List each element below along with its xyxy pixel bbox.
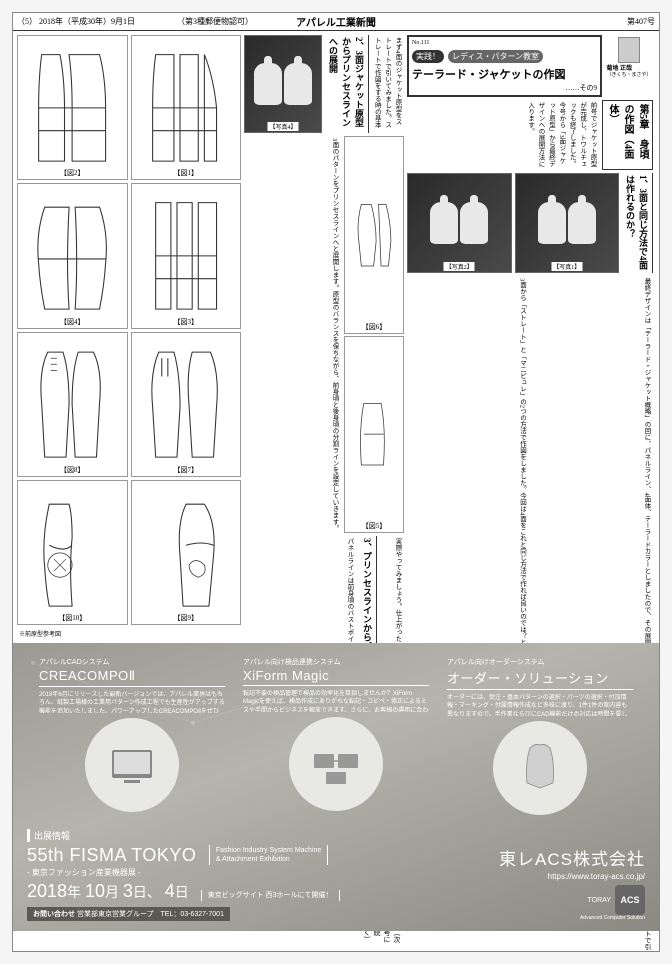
ad-bottom-row: 出展情報 55th FISMA TOKYO Fashion Industry S… — [27, 829, 645, 921]
company-info: 東レACS株式会社 https://www.toray-acs.co.jp/ T… — [499, 845, 645, 921]
bracket-line1: Fashion Industry System Machine — [216, 846, 321, 855]
day1-suffix: 日、 — [133, 884, 161, 900]
photo-label: 【写真4】 — [267, 122, 298, 131]
fig-label: 【図6】 — [362, 322, 387, 332]
date: 2018年（平成30年）9月1日 — [39, 17, 135, 26]
product-name: オーダー・ソリューション — [447, 668, 633, 690]
intro-row: 前号でジャケット原型が完成し、トワルチェックも終了しました。今号から「3面ジャケ… — [407, 100, 653, 170]
year-suffix: 年 — [67, 884, 81, 900]
logo-subtitle: Advanced Computer Solution — [499, 915, 645, 921]
author-photo — [618, 37, 640, 63]
section-1-header: 1、3面と同じ方法で4面は作れるのか？ — [622, 173, 653, 273]
pattern-grid: 【図2】 【図1】 【図4】 【図3】 【図8】 — [17, 35, 241, 625]
reference-note: ※前原型参考図 — [17, 628, 241, 639]
pattern-fig4: 【図4】 — [17, 183, 128, 328]
product-3: アパレル向けオーダーシステム オーダー・ソリューション オーダーには、受注・基本… — [447, 657, 633, 815]
page-number: （5） — [17, 17, 37, 26]
day2-suffix: 日 — [175, 884, 189, 900]
pattern-fig6: 【図6】 — [344, 136, 404, 334]
body-text: 前号でジャケット原型が完成し、トワルチェックも終了しました。今号から「3面ジャケ… — [407, 100, 599, 170]
contact-info: 営業部東京営業グループ TEL：03-6327-7001 — [77, 911, 224, 918]
fig-label: 【図2】 — [60, 168, 85, 178]
event-label: 出展情報 — [27, 829, 340, 842]
pattern-fig2: 【図2】 — [17, 35, 128, 180]
pattern-fig3: 【図3】 — [131, 183, 242, 328]
article-content: 【図2】 【図1】 【図4】 【図3】 【図8】 — [13, 31, 659, 643]
banner: 実践！ — [412, 50, 444, 63]
pattern-fig1: 【図1】 — [131, 35, 242, 180]
logo-toray: TORAY — [588, 897, 611, 904]
photo-row-1: 【写真2】 【写真1】 1、3面と同じ方法で4面は作れるのか？ — [407, 173, 653, 273]
event-bracket: Fashion Industry System Machine & Attach… — [209, 845, 328, 865]
masthead: （5） 2018年（平成30年）9月1日 （第3種郵便物認可） アパレル工業新聞… — [13, 13, 659, 31]
series-number: No.111 — [412, 40, 597, 46]
event-title-row: 55th FISMA TOKYO Fashion Industry System… — [27, 845, 340, 866]
issue-number: 第407号 — [627, 16, 655, 27]
title-row: No.111 実践！ レディス・パターン教室 テーラード・ジャケットの作図 ……… — [407, 35, 653, 97]
pattern-fig9: 【図9】 — [131, 480, 242, 625]
company-url: https://www.toray-acs.co.jp/ — [499, 872, 645, 881]
body-text: まず4面のジャケット原型をストレートで引いてみました。ストレートで作図をする時の… — [372, 35, 404, 133]
event-info: 出展情報 55th FISMA TOKYO Fashion Industry S… — [27, 829, 340, 921]
photo-4: 【写真4】 — [244, 35, 322, 133]
author-block: 菊地 正哉 （きくち・まさや） — [605, 37, 653, 97]
month: 10 — [85, 881, 105, 901]
product-image-circle — [493, 721, 587, 815]
pattern-fig5: 【図5】 — [344, 336, 404, 534]
left-column: 【図2】 【図1】 【図4】 【図3】 【図8】 — [17, 35, 241, 639]
fig-label: 【図1】 — [174, 168, 199, 178]
contact-bar: お問い合わせ 営業部東京営業グループ TEL：03-6327-7001 — [27, 907, 230, 921]
month-suffix: 月 — [105, 884, 119, 900]
author-info: 菊地 正哉 （きくち・まさや） — [606, 66, 651, 79]
fig-label: 【図10】 — [58, 613, 86, 623]
pattern-fig7: 【図7】 — [131, 332, 242, 477]
fig-label: 【図8】 — [60, 465, 85, 475]
mid-top-row: 【写真4】 2、3面ジャケット原型からプリンセスラインへの展開 まず4面のジャケ… — [244, 35, 404, 133]
right-column: No.111 実践！ レディス・パターン教室 テーラード・ジャケットの作図 ……… — [407, 35, 653, 639]
network-bg-decoration — [13, 643, 313, 793]
fig-label: 【図5】 — [362, 521, 387, 531]
logo-badge: ACS — [615, 885, 645, 915]
chapter-heading: 第5章 身頃の作図（4面体） — [602, 100, 653, 170]
product-category: アパレル向けオーダーシステム — [447, 657, 633, 667]
part-number: ……その9 — [412, 83, 597, 93]
mid-middle-row: 3面のパターンをプリンセスラインへと展開します。原型のバランスを保ちながら、前身… — [244, 136, 404, 533]
fig-label: 【図9】 — [174, 613, 199, 623]
middle-column: 【写真4】 2、3面ジャケット原型からプリンセスラインへの展開 まず4面のジャケ… — [244, 35, 404, 639]
venue: 東京ビッグサイト 西3ホールにて開催！ — [201, 890, 340, 901]
body-text: 3面のパターンをプリンセスラインへと展開します。原型のバランスを保ちながら、前身… — [244, 136, 341, 533]
author-reading: （きくち・まさや） — [606, 73, 651, 79]
event-date: 2018年 10月 3日、 4日 東京ビッグサイト 西3ホールにて開催！ — [27, 881, 340, 902]
event-name: 55th FISMA TOKYO — [27, 845, 196, 865]
year: 2018 — [27, 881, 67, 901]
photo-1: 【写真1】 — [515, 173, 620, 273]
section-2-header: 2、3面ジャケット原型からプリンセスラインへの展開 — [325, 35, 369, 133]
day2: 4 — [165, 881, 175, 901]
main-title: テーラード・ジャケットの作図 — [412, 66, 597, 82]
pattern-fig10: 【図10】 — [17, 480, 128, 625]
photo-2: 【写真2】 — [407, 173, 512, 273]
article-title-box: No.111 実践！ レディス・パターン教室 テーラード・ジャケットの作図 ……… — [407, 35, 602, 97]
fig-56-col: 【図6】 【図5】 — [344, 136, 404, 533]
contact-label: お問い合わせ — [33, 911, 75, 918]
fig-label: 【図3】 — [174, 317, 199, 327]
photo-label: 【写真2】 — [444, 262, 475, 271]
product-desc: オーダーには、受注・基本パターンの選択・パーツの選択・付加情報・マーキング・付属… — [447, 694, 633, 716]
day1: 3 — [123, 881, 133, 901]
logo-top-text: TORAY — [588, 897, 611, 904]
series-title: レディス・パターン教室 — [448, 50, 543, 63]
fig-label: 【図4】 — [60, 317, 85, 327]
fig-label: 【図7】 — [174, 465, 199, 475]
company-name: 東レACS株式会社 — [499, 845, 645, 870]
pattern-fig8: 【図8】 — [17, 332, 128, 477]
advertisement: アパレルCADシステム CREACOMPOⅡ 2018年6月にリリースした最新バ… — [13, 643, 659, 931]
bracket-line2: & Attachment Exhibition — [216, 855, 321, 864]
newspaper-page: （5） 2018年（平成30年）9月1日 （第3種郵便物認可） アパレル工業新聞… — [12, 12, 660, 952]
event-subtitle: - 東京ファッション産業機器展 - — [27, 867, 340, 878]
photo-label: 【写真1】 — [551, 262, 582, 271]
company-logo: TORAY ACS — [499, 885, 645, 915]
masthead-left: （5） 2018年（平成30年）9月1日 （第3種郵便物認可） — [17, 16, 253, 27]
publication-name: アパレル工業新聞 — [296, 14, 376, 29]
edition: （第3種郵便物認可） — [177, 17, 253, 26]
